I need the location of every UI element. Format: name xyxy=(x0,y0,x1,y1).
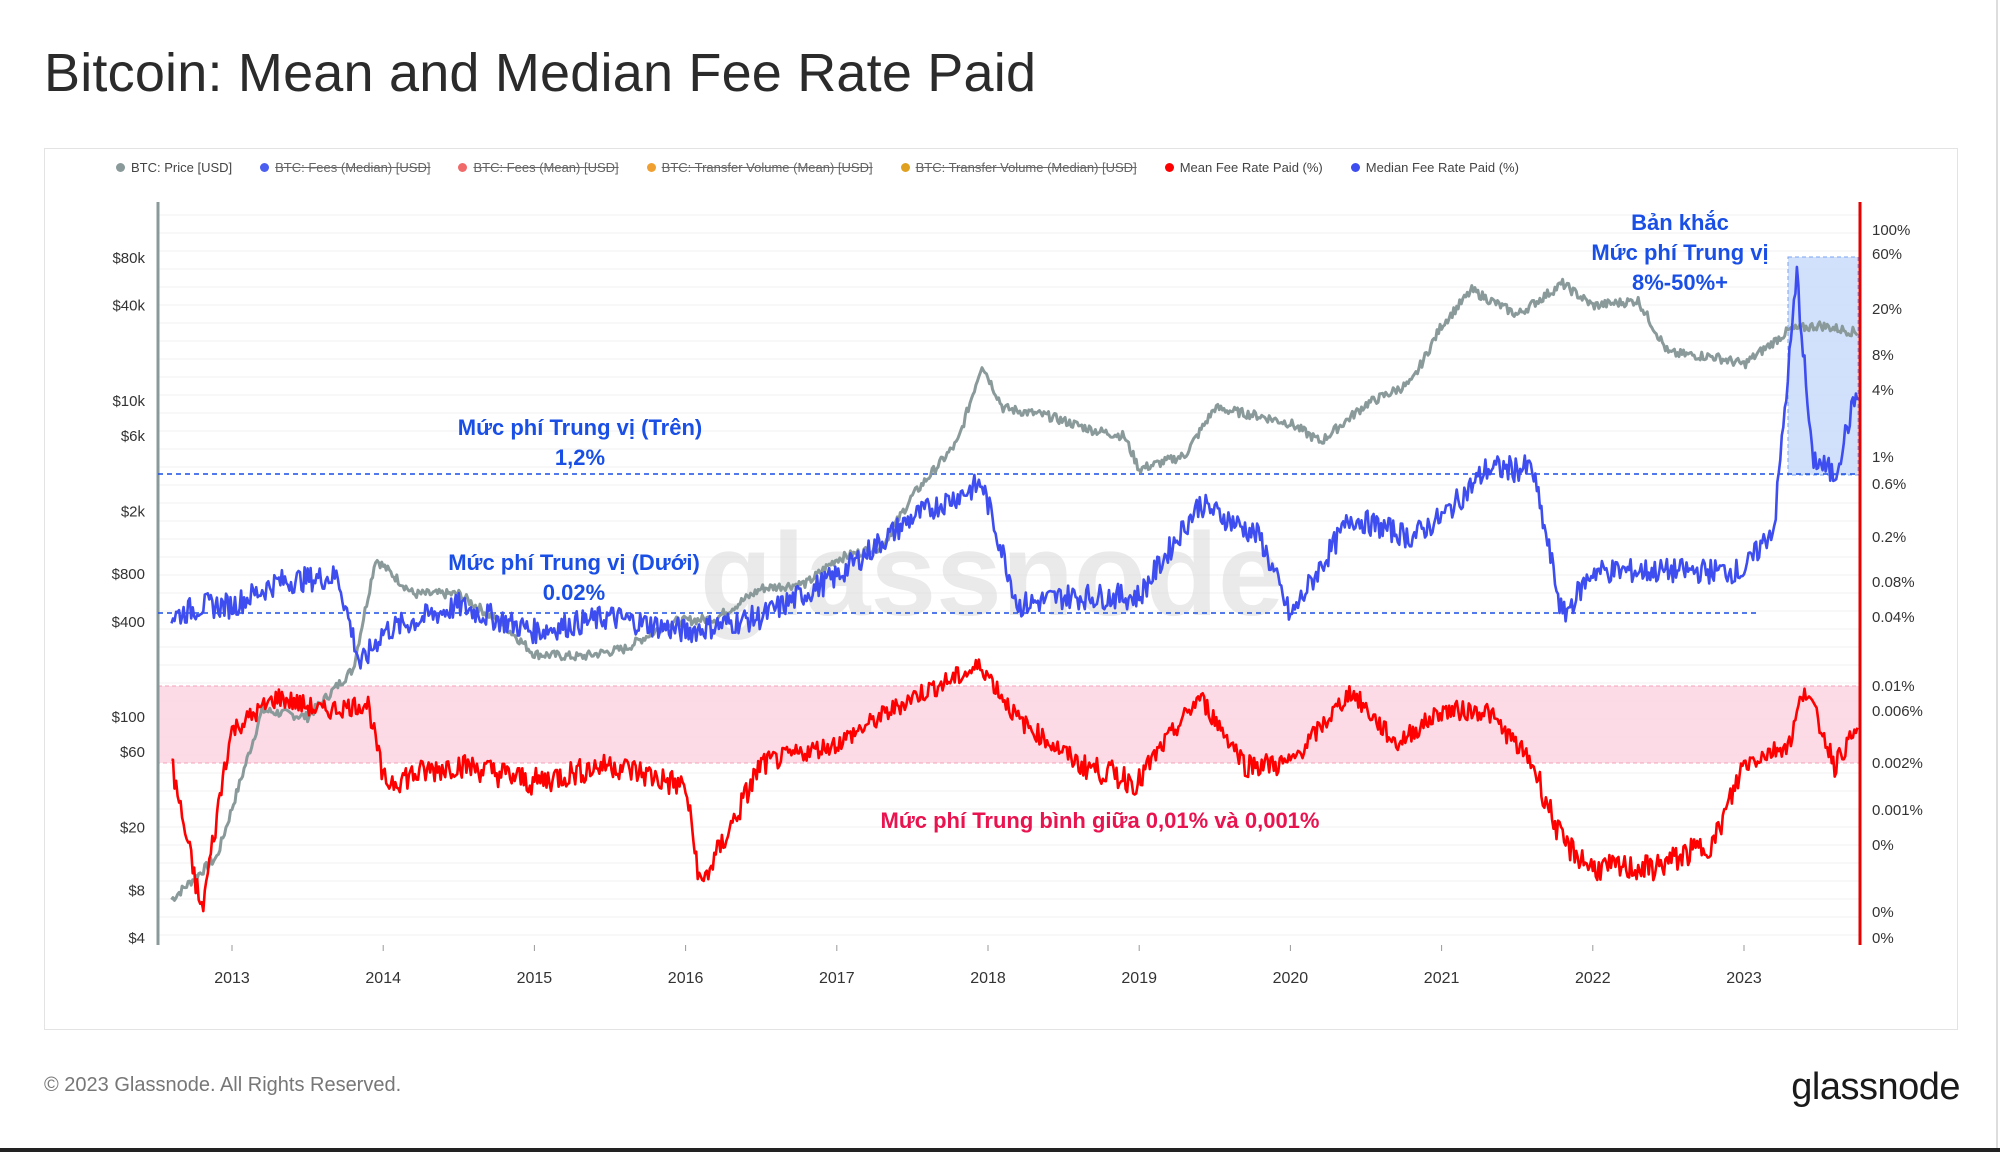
legend-dot-icon xyxy=(1164,163,1174,172)
chart-frame xyxy=(44,148,1958,1030)
y-left-tick-label: $60 xyxy=(120,744,145,761)
legend-label: Mean Fee Rate Paid (%) xyxy=(1179,160,1323,175)
y-left-tick-label: $2k xyxy=(121,503,146,520)
legend-dot-icon xyxy=(458,163,468,172)
legend-label: BTC: Price [USD] xyxy=(131,160,233,175)
y-left-tick-label: $4 xyxy=(128,930,145,947)
legend-item-2[interactable]: BTC: Fees (Mean) [USD] xyxy=(458,160,619,175)
legend-dot-icon xyxy=(1350,163,1360,172)
x-tick-label: 2014 xyxy=(365,970,401,987)
y-right-tick-label: 8% xyxy=(1872,347,1894,364)
y-right-tick-label: 0.002% xyxy=(1872,755,1923,772)
y-right-tick-label: 20% xyxy=(1872,301,1902,318)
y-left-tick-label: $400 xyxy=(112,614,145,631)
annotation-upper: Mức phí Trung vị (Trên) 1,2% xyxy=(430,413,730,473)
y-right-tick-label: 4% xyxy=(1872,382,1894,399)
legend-item-0[interactable]: BTC: Price [USD] xyxy=(116,160,232,175)
annotation-spike-line2: Mức phí Trung vị xyxy=(1591,240,1769,265)
page-bottom-border xyxy=(0,1148,2000,1152)
y-right-tick-label: 0% xyxy=(1872,930,1894,947)
legend-dot-icon xyxy=(260,163,270,172)
legend-item-1[interactable]: BTC: Fees (Median) [USD] xyxy=(260,160,430,175)
y-right-tick-label: 0.01% xyxy=(1872,678,1915,695)
y-right-tick-label: 1% xyxy=(1872,449,1894,466)
y-left-tick-label: $80k xyxy=(112,250,145,267)
y-right-tick-label: 0.6% xyxy=(1872,476,1906,493)
x-tick-label: 2018 xyxy=(970,970,1006,987)
annotation-lower-line2: 0.02% xyxy=(542,580,606,605)
mean-band-rect xyxy=(157,685,1861,764)
y-right-tick-label: 0.08% xyxy=(1872,574,1915,591)
annotation-spike: Bản khắc Mức phí Trung vị 8%-50%+ xyxy=(1540,208,1820,298)
annotation-lower: Mức phí Trung vị (Dưới) 0.02% xyxy=(424,548,724,608)
legend-label: BTC: Transfer Volume (Mean) [USD] xyxy=(661,160,873,175)
chart-legend: BTC: Price [USD] BTC: Fees (Median) [USD]… xyxy=(116,160,1519,175)
legend-label: BTC: Fees (Median) [USD] xyxy=(275,160,431,175)
annotation-spike-line3: 8%-50%+ xyxy=(1631,270,1728,295)
x-tick-label: 2020 xyxy=(1273,970,1309,987)
x-tick-label: 2015 xyxy=(517,970,553,987)
y-left-tick-label: $6k xyxy=(121,428,146,445)
legend-dot-icon xyxy=(646,163,656,172)
y-right-tick-label: 0.2% xyxy=(1872,529,1906,546)
y-right-tick-label: 0% xyxy=(1872,904,1894,921)
watermark-text: glassnode xyxy=(700,509,1284,641)
annotation-spike-line1: Bản khắc xyxy=(1631,210,1729,235)
legend-label: BTC: Transfer Volume (Median) [USD] xyxy=(915,160,1137,175)
annotation-upper-line2: 1,2% xyxy=(554,445,606,470)
legend-dot-icon xyxy=(116,163,125,172)
y-right-tick-label: 0.001% xyxy=(1872,802,1923,819)
x-tick-label: 2019 xyxy=(1121,970,1157,987)
annotation-upper-line1: Mức phí Trung vị (Trên) xyxy=(457,415,703,440)
median-fee-series-line xyxy=(170,265,1859,670)
y-right-tick-label: 60% xyxy=(1872,246,1902,263)
legend-label: BTC: Fees (Mean) [USD] xyxy=(473,160,619,175)
legend-item-5[interactable]: Mean Fee Rate Paid (%) xyxy=(1164,160,1323,175)
x-tick-label: 2013 xyxy=(214,970,250,987)
annotation-lower-line1: Mức phí Trung vị (Dưới) xyxy=(448,550,700,575)
annotation-mean-band-text: Mức phí Trung bình giữa 0,01% và 0,001% xyxy=(880,808,1320,833)
y-left-tick-label: $8 xyxy=(128,882,145,899)
x-tick-label: 2021 xyxy=(1424,970,1460,987)
annotation-mean-band: Mức phí Trung bình giữa 0,01% và 0,001% xyxy=(850,806,1350,836)
x-tick-label: 2023 xyxy=(1726,970,1762,987)
y-left-tick-label: $100 xyxy=(112,709,145,726)
y-left-tick-label: $40k xyxy=(112,298,145,315)
legend-item-3[interactable]: BTC: Transfer Volume (Mean) [USD] xyxy=(646,160,873,175)
page-title: Bitcoin: Mean and Median Fee Rate Paid xyxy=(44,43,1037,103)
x-tick-label: 2017 xyxy=(819,970,855,987)
x-tick-label: 2022 xyxy=(1575,970,1611,987)
mean-fee-series-line xyxy=(171,658,1859,913)
y-right-tick-label: 0.006% xyxy=(1872,703,1923,720)
y-right-tick-label: 0.04% xyxy=(1872,609,1915,626)
x-tick-label: 2016 xyxy=(668,970,704,987)
y-left-tick-label: $10k xyxy=(112,393,145,410)
y-right-tick-label: 100% xyxy=(1872,222,1910,239)
footer-brand-logo: glassnode xyxy=(1791,1066,1960,1108)
price-series-line xyxy=(170,277,1859,902)
y-left-tick-label: $20 xyxy=(120,819,145,836)
legend-item-4[interactable]: BTC: Transfer Volume (Median) [USD] xyxy=(900,160,1137,175)
page-edge xyxy=(1996,0,1998,1150)
legend-label: Median Fee Rate Paid (%) xyxy=(1365,160,1519,175)
legend-dot-icon xyxy=(900,163,910,172)
y-left-tick-label: $800 xyxy=(112,566,145,583)
footer-copyright: © 2023 Glassnode. All Rights Reserved. xyxy=(44,1074,402,1096)
y-right-tick-label: 0% xyxy=(1872,837,1894,854)
legend-item-6[interactable]: Median Fee Rate Paid (%) xyxy=(1350,160,1519,175)
